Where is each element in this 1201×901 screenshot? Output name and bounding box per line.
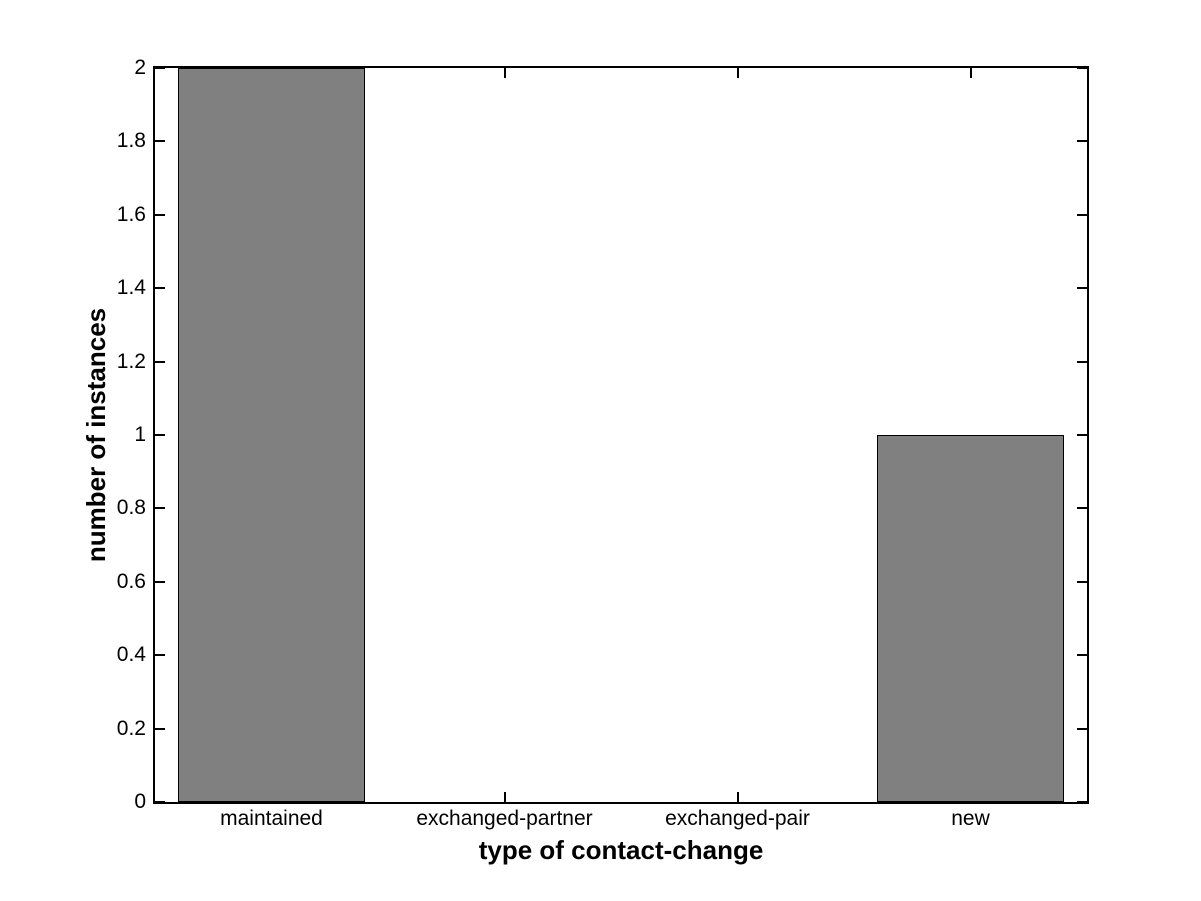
y-tick-label: 1.8 [116, 129, 146, 153]
y-tick-mark-left [155, 580, 165, 583]
y-tick-mark-left [155, 654, 165, 657]
y-tick-label: 0.8 [116, 496, 146, 520]
y-tick-label: 0.2 [116, 716, 146, 740]
y-tick-label: 2 [134, 56, 146, 79]
y-tick-mark-left [155, 801, 165, 803]
x-tick-mark-top [503, 68, 506, 78]
y-tick-label: 1 [134, 423, 146, 446]
x-tick-label: exchanged-pair [665, 807, 810, 830]
y-tick-mark-left [155, 287, 165, 290]
y-tick-mark-left [155, 67, 165, 69]
y-tick-mark-right [1077, 140, 1087, 143]
y-tick-label: 0 [134, 790, 146, 813]
bar-new [877, 435, 1064, 802]
y-tick-mark-right [1077, 727, 1087, 730]
y-tick-label: 1.2 [116, 349, 146, 373]
y-tick-mark-right [1077, 580, 1087, 583]
x-tick-mark-top [969, 68, 972, 78]
y-tick-mark-right [1077, 654, 1087, 657]
bar-maintained [178, 68, 365, 802]
y-tick-mark-left [155, 727, 165, 730]
plot-area [155, 67, 1087, 803]
y-tick-mark-left [155, 140, 165, 143]
x-axis-label: type of contact-change [478, 835, 764, 865]
x-tick-label: exchanged-partner [416, 807, 593, 830]
y-tick-mark-right [1077, 67, 1087, 69]
y-tick-mark-right [1077, 213, 1087, 216]
y-tick-mark-left [155, 360, 165, 363]
y-tick-mark-right [1077, 507, 1087, 510]
y-tick-mark-right [1077, 801, 1087, 803]
y-tick-mark-right [1077, 434, 1087, 436]
y-tick-label: 1.6 [116, 202, 146, 226]
x-tick-label: new [951, 807, 990, 830]
y-tick-mark-right [1077, 360, 1087, 363]
x-tick-mark-bottom [736, 792, 739, 802]
y-tick-label: 1.4 [116, 276, 146, 300]
y-tick-mark-left [155, 213, 165, 216]
y-tick-mark-left [155, 507, 165, 510]
x-tick-mark-bottom [503, 792, 506, 802]
y-tick-label: 0.6 [116, 569, 146, 593]
y-tick-mark-right [1077, 287, 1087, 290]
x-tick-mark-top [736, 68, 739, 78]
y-tick-label: 0.4 [116, 643, 146, 667]
y-tick-mark-left [155, 434, 165, 436]
x-tick-label: maintained [220, 807, 323, 830]
